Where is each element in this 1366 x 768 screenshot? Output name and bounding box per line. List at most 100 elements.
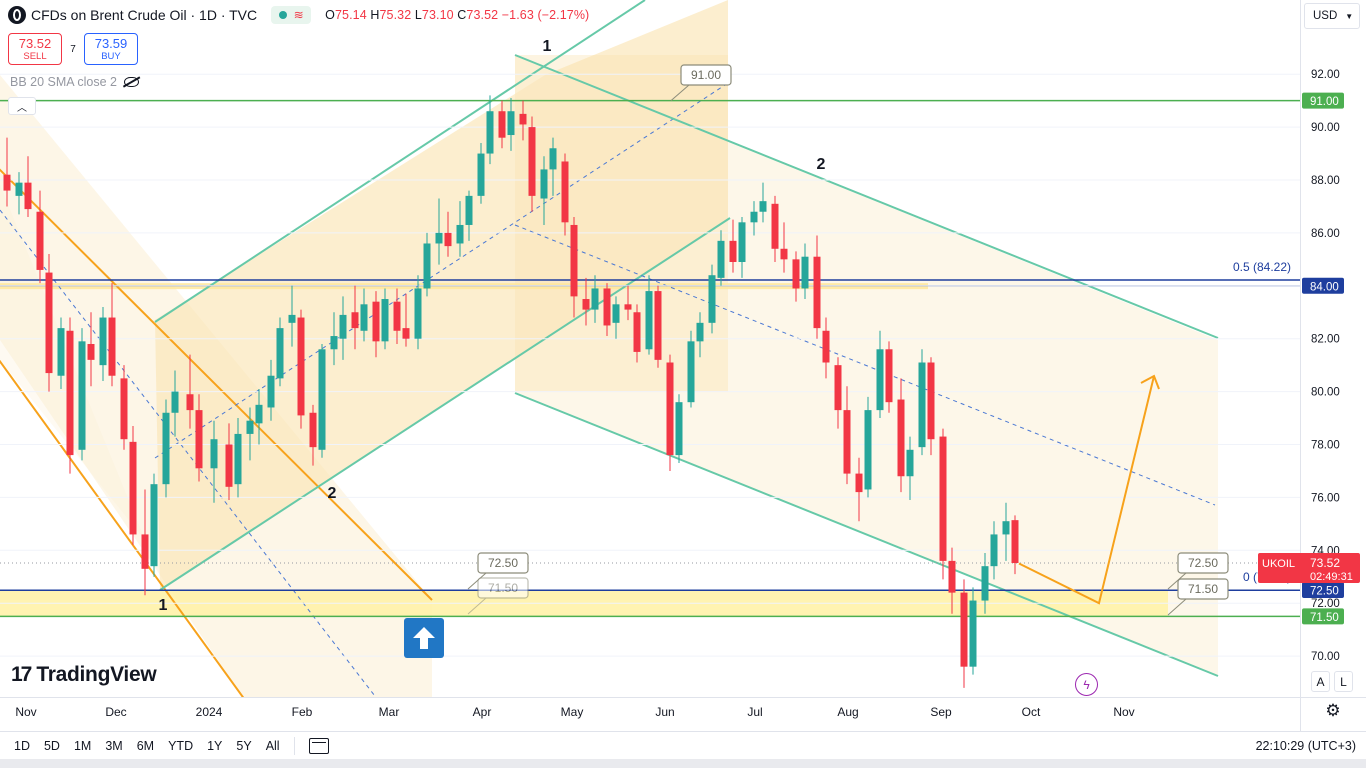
price-axis-badge[interactable]: 71.50 bbox=[1302, 608, 1344, 625]
candle bbox=[960, 579, 968, 688]
candle bbox=[402, 293, 410, 347]
candle bbox=[351, 285, 359, 350]
range-1m[interactable]: 1M bbox=[73, 738, 92, 753]
range-3m[interactable]: 3M bbox=[105, 738, 123, 753]
candle-body bbox=[612, 304, 620, 323]
x-tick-label: Mar bbox=[379, 705, 400, 719]
price-axis-badge[interactable]: 84.00 bbox=[1302, 277, 1344, 294]
price-axis-badge[interactable]: 91.00 bbox=[1302, 92, 1344, 109]
candle-body bbox=[66, 330, 74, 456]
price-callout[interactable]: 72.50 bbox=[1167, 552, 1229, 590]
candle bbox=[498, 100, 506, 149]
candle-body bbox=[540, 169, 548, 199]
collapse-legend-button[interactable]: ︿ bbox=[8, 97, 36, 115]
candle bbox=[591, 275, 599, 323]
price-callout[interactable]: 72.50 bbox=[467, 552, 529, 590]
candle bbox=[780, 222, 788, 273]
x-tick-label: Apr bbox=[473, 705, 492, 719]
candle bbox=[210, 420, 218, 503]
auto-scale-button[interactable]: A bbox=[1311, 671, 1330, 692]
price-axis-badge[interactable]: 72.50 bbox=[1302, 581, 1344, 598]
candle bbox=[99, 306, 107, 382]
calendar-icon[interactable] bbox=[308, 737, 329, 754]
range-5y[interactable]: 5Y bbox=[236, 738, 252, 753]
candle-body bbox=[864, 410, 872, 490]
candle bbox=[423, 232, 431, 297]
range-5d[interactable]: 5D bbox=[43, 738, 60, 753]
symbol-icon[interactable] bbox=[8, 6, 26, 24]
price-callout[interactable]: 91.00 bbox=[670, 64, 732, 102]
price-callout[interactable]: 71.50 bbox=[467, 577, 529, 615]
candle bbox=[834, 357, 842, 429]
candle-body bbox=[990, 534, 998, 567]
scale-mode-buttons: A L bbox=[1311, 671, 1353, 692]
x-tick-label: Jun bbox=[655, 705, 674, 719]
currency-select[interactable]: USD ▼ bbox=[1304, 3, 1360, 29]
range-6m[interactable]: 6M bbox=[136, 738, 155, 753]
buy-button[interactable]: 73.59 BUY bbox=[84, 33, 138, 65]
callout-box bbox=[1177, 578, 1229, 600]
chevron-up-icon: ︿ bbox=[17, 102, 27, 114]
candle-body bbox=[792, 259, 800, 289]
candle bbox=[339, 296, 347, 360]
candle bbox=[603, 283, 611, 337]
market-status-badge[interactable]: ≋ bbox=[271, 6, 312, 24]
log-scale-button[interactable]: L bbox=[1334, 671, 1353, 692]
callout-text: 72.50 bbox=[488, 556, 518, 570]
sell-button[interactable]: 73.52 SELL bbox=[8, 33, 62, 65]
forecast-arrowhead bbox=[1140, 374, 1160, 390]
candle-body bbox=[339, 314, 347, 339]
candle-body bbox=[78, 341, 86, 450]
last-price-value: 73.52 bbox=[1310, 556, 1340, 570]
x-tick-label: 2024 bbox=[196, 705, 223, 719]
price-callout[interactable]: 71.50 bbox=[1167, 578, 1229, 616]
price-badge-bg bbox=[1302, 92, 1344, 109]
chart-title[interactable]: CFDs on Brent Crude Oil · 1D · TVC bbox=[31, 7, 258, 23]
candle bbox=[372, 291, 380, 358]
candle bbox=[318, 343, 326, 458]
candle-body bbox=[477, 153, 485, 196]
y-tick-label: 72.00 bbox=[1311, 598, 1340, 610]
range-1y[interactable]: 1Y bbox=[207, 738, 223, 753]
candle bbox=[918, 349, 926, 456]
candle-body bbox=[351, 312, 359, 329]
candle bbox=[738, 217, 746, 278]
candle-body bbox=[876, 349, 884, 411]
candle-body bbox=[591, 288, 599, 310]
candle-body bbox=[393, 301, 401, 331]
candle bbox=[477, 142, 485, 204]
candle-body bbox=[267, 375, 275, 408]
indicator-legend[interactable]: BB 20 SMA close 2 bbox=[10, 75, 140, 89]
candle bbox=[186, 354, 194, 429]
clock-readout[interactable]: 22:10:29 (UTC+3) bbox=[1255, 738, 1356, 753]
candle bbox=[675, 394, 683, 464]
candle-body bbox=[981, 566, 989, 601]
y-tick-label: 78.00 bbox=[1311, 440, 1340, 452]
candle-body bbox=[633, 312, 641, 352]
candle bbox=[864, 396, 872, 498]
candle bbox=[150, 473, 158, 577]
callout-pointer bbox=[1167, 572, 1187, 590]
eye-off-icon[interactable] bbox=[124, 77, 140, 87]
candle bbox=[717, 230, 725, 286]
candle-body bbox=[3, 174, 11, 191]
range-all[interactable]: All bbox=[265, 738, 280, 753]
range-1d[interactable]: 1D bbox=[14, 738, 30, 753]
gear-icon[interactable]: ⚙ bbox=[1325, 701, 1341, 720]
x-tick-label: Nov bbox=[15, 705, 36, 719]
tradingview-logo[interactable]: 17 TradingView bbox=[11, 663, 157, 686]
range-ytd[interactable]: YTD bbox=[168, 738, 194, 753]
candle-body bbox=[519, 113, 527, 125]
candle bbox=[381, 288, 389, 350]
candle-body bbox=[687, 341, 695, 403]
bolt-icon[interactable]: ϟ bbox=[1075, 673, 1098, 696]
candle-body bbox=[948, 560, 956, 593]
orange-channel-median bbox=[0, 209, 377, 697]
candle-body bbox=[498, 111, 506, 138]
candle-body bbox=[1002, 521, 1010, 535]
callout-box bbox=[477, 577, 529, 599]
chart-header: CFDs on Brent Crude Oil · 1D · TVC ≋ O75… bbox=[0, 0, 589, 30]
price-chart[interactable]: 1 2 1 2 91.00 72.50 71.50 72.50 71.50 0.5 (84.22)… bbox=[0, 0, 1366, 731]
market-open-dot-icon bbox=[278, 11, 287, 19]
